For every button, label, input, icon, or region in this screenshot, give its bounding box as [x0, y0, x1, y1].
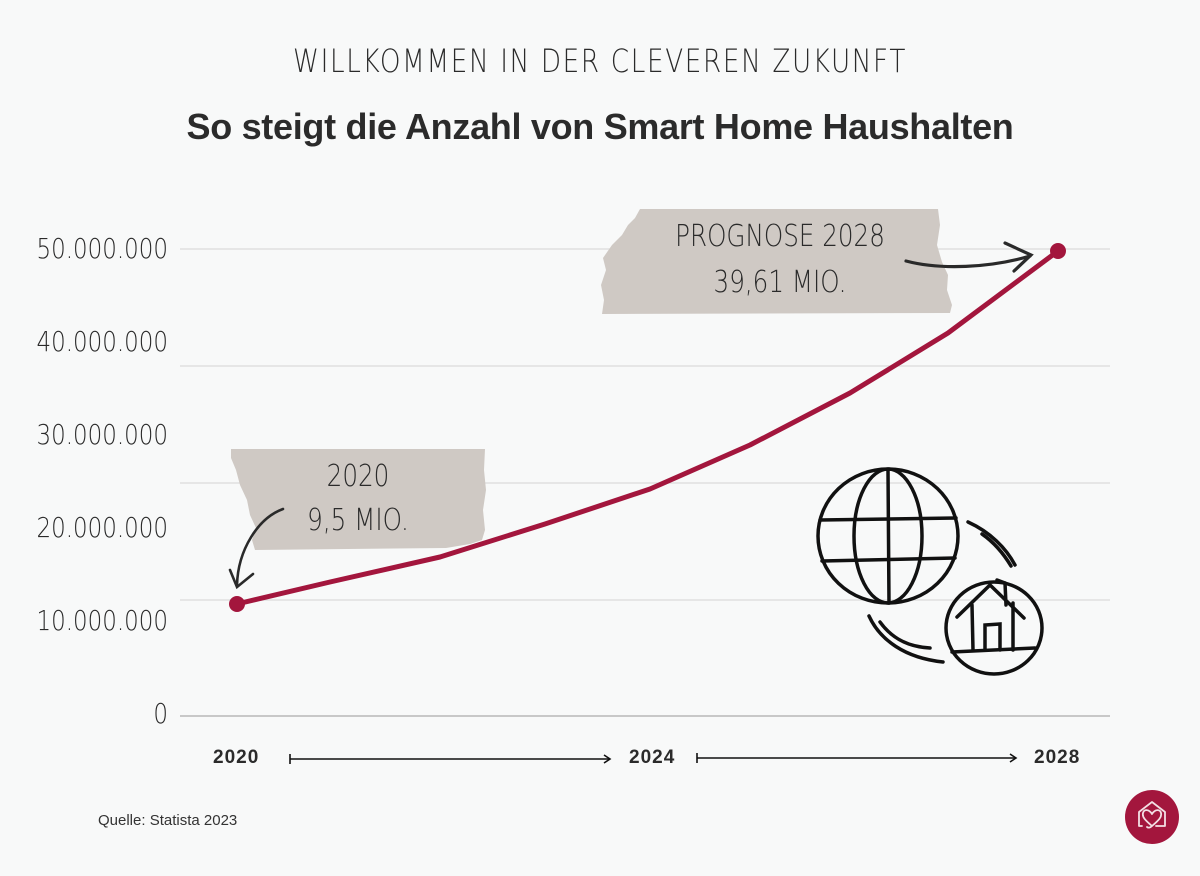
- house-heart-logo-icon[interactable]: [1125, 790, 1179, 844]
- kicker-heading: WILLKOMMEN IN DER CLEVEREN ZUKUNFT: [292, 42, 908, 80]
- data-line: [234, 248, 1061, 607]
- x-tick-2028: 2028: [1034, 747, 1081, 768]
- y-tick-40m: 40.000.000: [36, 325, 168, 358]
- annotation-start-year: 2020: [326, 459, 390, 494]
- tape-start-shape: [231, 449, 486, 550]
- data-point-2020: [229, 596, 245, 612]
- y-tick-30m: 30.000.000: [36, 418, 168, 451]
- arrow-end-icon: [904, 241, 1034, 273]
- annotation-end-label: PROGNOSE 2028: [675, 219, 885, 254]
- annotation-end-value: 39,61 MIO.: [713, 265, 847, 300]
- x-axis-arrows: [289, 753, 1018, 764]
- logo-glyph: [1138, 801, 1166, 829]
- annotation-start-value: 9,5 MIO.: [307, 503, 409, 538]
- data-point-2028: [1050, 243, 1066, 259]
- y-tick-20m: 20.000.000: [36, 511, 168, 544]
- arrow-start-icon: [228, 507, 285, 590]
- source-note: Quelle: Statista 2023: [98, 812, 238, 829]
- chart-title: So steigt die Anzahl von Smart Home Haus…: [186, 106, 1014, 147]
- y-tick-10m: 10.000.000: [36, 604, 168, 637]
- y-tick-50m: 50.000.000: [36, 232, 168, 265]
- tape-end-shape: [601, 209, 952, 314]
- x-tick-2024: 2024: [629, 747, 676, 768]
- y-tick-0: 0: [153, 697, 168, 730]
- x-tick-2020: 2020: [213, 747, 260, 768]
- globe-and-house-icon: [816, 467, 1044, 676]
